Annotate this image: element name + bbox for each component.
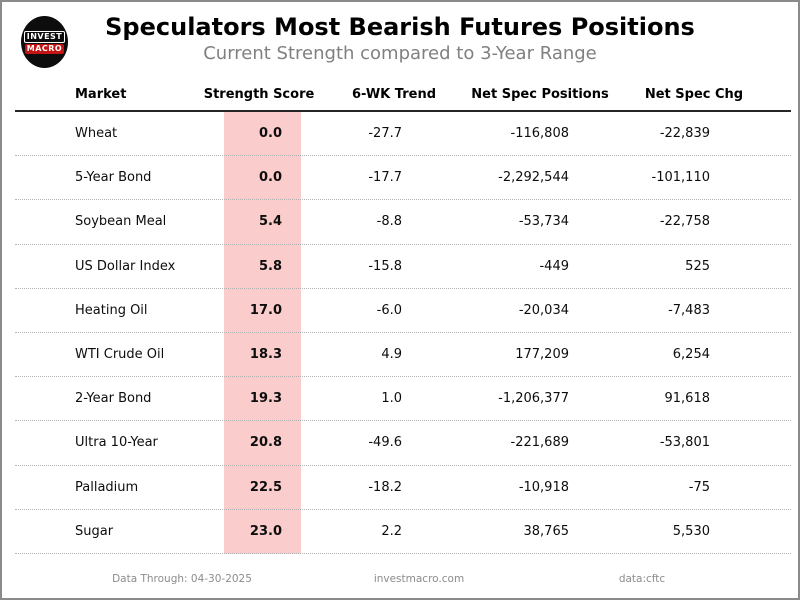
market-name-cell: Palladium [75, 479, 139, 495]
net-spec-chg-cell: -22,758 [659, 214, 710, 230]
table-body: Wheat 0.0 -27.7 -116,808 -22,839 5-Year … [15, 112, 791, 554]
market-name-cell: WTI Crude Oil [75, 347, 165, 363]
strength-score-cell: 20.8 [249, 435, 282, 451]
strength-score-cell: 23.0 [249, 523, 282, 539]
net-spec-chg-cell: -22,839 [659, 126, 710, 142]
net-spec-chg-cell: -101,110 [651, 170, 710, 186]
table-header-row: Market Strength Score 6-WK Trend Net Spe… [15, 87, 791, 109]
column-header-strength-score: Strength Score [203, 87, 315, 102]
strength-score-cell: 0.0 [258, 126, 282, 142]
net-spec-positions-cell: -10,918 [518, 479, 569, 495]
6wk-trend-cell: -8.8 [376, 214, 402, 230]
strength-score-cell: 0.0 [258, 170, 282, 186]
strength-score-cell: 5.8 [258, 258, 282, 274]
table-row: US Dollar Index 5.8 -15.8 -449 525 [15, 245, 791, 289]
table-row: Sugar 23.0 2.2 38,765 5,530 [15, 510, 791, 554]
market-name-cell: 2-Year Bond [75, 391, 152, 407]
table-row: WTI Crude Oil 18.3 4.9 177,209 6,254 [15, 333, 791, 378]
6wk-trend-cell: 1.0 [381, 391, 402, 407]
net-spec-chg-cell: 5,530 [672, 523, 710, 539]
net-spec-positions-cell: -53,734 [518, 214, 569, 230]
net-spec-chg-cell: -75 [688, 479, 710, 495]
strength-score-cell: 19.3 [249, 391, 282, 407]
net-spec-chg-cell: -53,801 [659, 435, 710, 451]
6wk-trend-cell: -17.7 [368, 170, 402, 186]
strength-score-highlight-band [224, 112, 301, 554]
column-header-6wk-trend: 6-WK Trend [351, 87, 437, 102]
page-subtitle: Current Strength compared to 3-Year Rang… [203, 43, 597, 64]
table-row: Heating Oil 17.0 -6.0 -20,034 -7,483 [15, 289, 791, 333]
page-title: Speculators Most Bearish Futures Positio… [105, 13, 695, 41]
strength-score-cell: 18.3 [249, 347, 282, 363]
net-spec-positions-cell: 38,765 [523, 523, 570, 539]
net-spec-positions-cell: 177,209 [515, 347, 569, 363]
net-spec-chg-cell: 91,618 [664, 391, 711, 407]
net-spec-positions-cell: -1,206,377 [498, 391, 569, 407]
strength-score-cell: 17.0 [249, 302, 282, 318]
table-row: 2-Year Bond 19.3 1.0 -1,206,377 91,618 [15, 377, 791, 422]
logo-macro-text: MACRO [24, 43, 65, 54]
6wk-trend-cell: -18.2 [368, 479, 402, 495]
6wk-trend-cell: -6.0 [376, 302, 402, 318]
header-divider-line [15, 110, 791, 112]
table-row: Soybean Meal 5.4 -8.8 -53,734 -22,758 [15, 200, 791, 245]
market-name-cell: Soybean Meal [75, 214, 167, 230]
net-spec-positions-cell: -116,808 [510, 126, 569, 142]
footer-website: investmacro.com [373, 573, 465, 585]
column-header-net-spec-chg: Net Spec Chg [644, 87, 744, 102]
investmacro-logo: INVEST MACRO [21, 16, 68, 68]
net-spec-positions-cell: -449 [539, 258, 569, 274]
footer-data-through: Data Through: 04-30-2025 [112, 573, 252, 585]
column-header-market: Market [75, 87, 127, 102]
6wk-trend-cell: 2.2 [381, 523, 402, 539]
market-name-cell: Sugar [75, 523, 114, 539]
net-spec-chg-cell: -7,483 [668, 302, 710, 318]
net-spec-chg-cell: 525 [685, 258, 710, 274]
table-row: Palladium 22.5 -18.2 -10,918 -75 [15, 466, 791, 510]
net-spec-positions-cell: -20,034 [518, 302, 569, 318]
strength-score-cell: 5.4 [258, 214, 282, 230]
table-row: 5-Year Bond 0.0 -17.7 -2,292,544 -101,11… [15, 156, 791, 201]
6wk-trend-cell: -27.7 [368, 126, 402, 142]
net-spec-positions-cell: -2,292,544 [498, 170, 569, 186]
logo-invest-text: INVEST [23, 30, 66, 43]
footer-data-source: data:cftc [618, 573, 666, 585]
6wk-trend-cell: 4.9 [381, 347, 402, 363]
market-name-cell: Ultra 10-Year [75, 435, 158, 451]
6wk-trend-cell: -49.6 [368, 435, 402, 451]
column-header-net-spec-positions: Net Spec Positions [471, 87, 609, 102]
table-row: Wheat 0.0 -27.7 -116,808 -22,839 [15, 112, 791, 157]
footer: Data Through: 04-30-2025 investmacro.com… [2, 573, 798, 589]
market-name-cell: 5-Year Bond [75, 170, 152, 186]
net-spec-positions-cell: -221,689 [510, 435, 569, 451]
market-name-cell: Wheat [75, 126, 118, 142]
net-spec-chg-cell: 6,254 [672, 347, 710, 363]
market-name-cell: Heating Oil [75, 302, 148, 318]
market-name-cell: US Dollar Index [75, 258, 176, 274]
6wk-trend-cell: -15.8 [368, 258, 402, 274]
table-row: Ultra 10-Year 20.8 -49.6 -221,689 -53,80… [15, 421, 791, 466]
strength-score-cell: 22.5 [249, 479, 282, 495]
